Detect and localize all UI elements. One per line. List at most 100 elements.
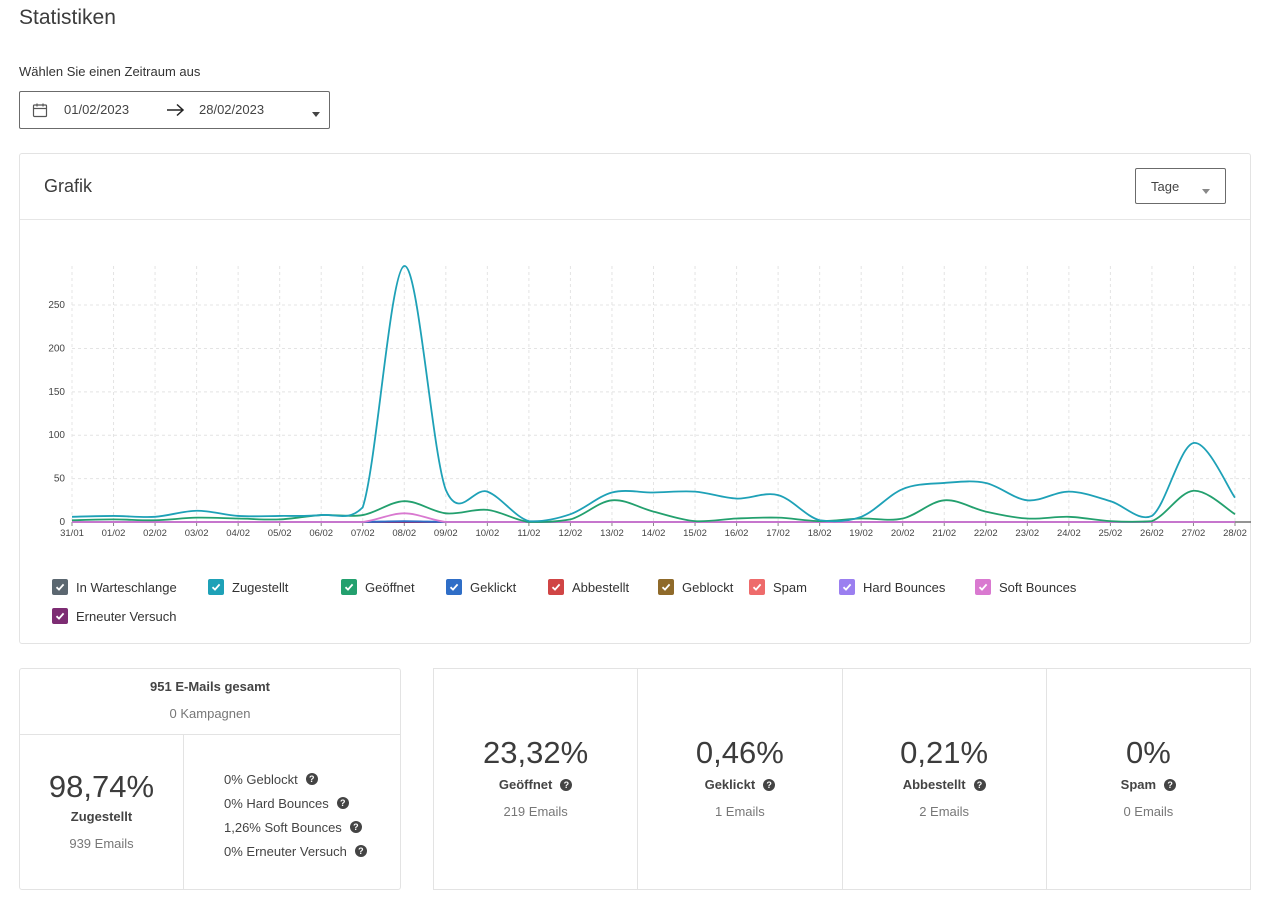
x-tick-label: 21/02 [932, 528, 956, 539]
legend-label: Geöffnet [365, 579, 415, 595]
x-tick-label: 09/02 [434, 528, 458, 539]
x-tick-label: 28/02 [1223, 528, 1247, 539]
x-tick-label: 10/02 [475, 528, 499, 539]
interval-select[interactable]: Tage [1135, 168, 1226, 204]
legend-item[interactable]: Geklickt [446, 578, 516, 596]
summary-header: 951 E-Mails gesamt 0 Kampagnen [20, 669, 400, 735]
date-range-picker[interactable]: 01/02/2023 28/02/2023 [19, 91, 330, 129]
legend-item[interactable]: Spam [749, 578, 807, 596]
x-tick-label: 06/02 [309, 528, 333, 539]
checkbox-checked-icon[interactable] [749, 579, 765, 595]
x-tick-label: 23/02 [1015, 528, 1039, 539]
start-date-input[interactable]: 01/02/2023 [64, 102, 130, 117]
summary-card: 951 E-Mails gesamt 0 Kampagnen 98,74% Zu… [19, 668, 401, 890]
x-tick-label: 24/02 [1057, 528, 1081, 539]
end-date-input[interactable]: 28/02/2023 [199, 102, 265, 117]
checkbox-checked-icon[interactable] [341, 579, 357, 595]
rate-label-row: Abbestellt? [843, 777, 1046, 792]
x-tick-label: 19/02 [849, 528, 873, 539]
rate-label: Spam [1120, 777, 1157, 792]
x-tick-label: 02/02 [143, 528, 167, 539]
y-tick-label: 50 [54, 474, 66, 485]
rate-label: Geöffnet [498, 777, 553, 792]
legend-label: Erneuter Versuch [76, 608, 177, 624]
x-tick-label: 20/02 [891, 528, 915, 539]
help-icon[interactable]: ? [973, 778, 986, 791]
rate-count: 0 Emails [1123, 804, 1174, 819]
calendar-icon [32, 102, 48, 121]
opened-rate-card: 23,32% Geöffnet? 219 Emails [433, 668, 639, 890]
x-tick-label: 11/02 [517, 528, 540, 539]
chevron-down-icon [1201, 183, 1211, 198]
x-tick-label: 03/02 [185, 528, 209, 539]
arrow-right-icon [166, 102, 186, 121]
x-tick-label: 15/02 [683, 528, 707, 539]
legend-item[interactable]: Soft Bounces [975, 578, 1076, 596]
x-tick-label: 05/02 [268, 528, 292, 539]
x-tick-label: 26/02 [1140, 528, 1164, 539]
unsubscribed-rate-card: 0,21% Abbestellt? 2 Emails [842, 668, 1047, 890]
checkbox-checked-icon[interactable] [52, 579, 68, 595]
x-tick-label: 08/02 [392, 528, 416, 539]
legend-item[interactable]: Abbestellt [548, 578, 629, 596]
bounce-breakdown: 0% Geblockt? 0% Hard Bounces? 1,26% Soft… [224, 767, 367, 863]
chevron-down-icon[interactable] [311, 106, 321, 121]
legend-item[interactable]: Geblockt [658, 578, 733, 596]
legend-item[interactable]: Geöffnet [341, 578, 415, 596]
checkbox-checked-icon[interactable] [446, 579, 462, 595]
legend-label: Zugestellt [232, 579, 289, 595]
series-line-ge-ffnet [71, 489, 1236, 523]
x-tick-label: 22/02 [974, 528, 998, 539]
checkbox-checked-icon[interactable] [52, 608, 68, 624]
legend-label: Spam [773, 579, 807, 595]
legend-label: Geblockt [682, 579, 734, 595]
legend-item[interactable]: In Warteschlange [52, 578, 177, 596]
chart-header: Grafik Tage [20, 154, 1250, 220]
help-icon[interactable]: ? [305, 773, 318, 785]
series-line-zugestellt [71, 265, 1236, 523]
help-icon[interactable]: ? [349, 821, 362, 833]
clicked-rate-card: 0,46% Geklickt? 1 Emails [638, 668, 843, 890]
series-line-soft-bounces [72, 512, 1235, 523]
y-tick-label: 200 [48, 343, 65, 354]
legend-item[interactable]: Erneuter Versuch [52, 607, 176, 625]
help-icon[interactable]: ? [336, 797, 349, 809]
delivered-count: 939 Emails [69, 836, 134, 851]
x-tick-label: 18/02 [808, 528, 832, 539]
help-icon[interactable]: ? [354, 845, 367, 857]
checkbox-checked-icon[interactable] [839, 579, 855, 595]
legend-label: Hard Bounces [863, 579, 946, 595]
rate-count: 1 Emails [714, 804, 765, 819]
rate-percentage: 23,32% [483, 735, 589, 770]
bounce-line: 0% Hard Bounces? [224, 791, 367, 815]
rate-count: 219 Emails [503, 804, 568, 819]
rate-label-row: Spam? [1047, 777, 1250, 792]
checkbox-checked-icon[interactable] [975, 579, 991, 595]
y-tick-label: 100 [48, 430, 65, 441]
interval-value: Tage [1151, 179, 1180, 194]
rate-percentage: 0,21% [900, 735, 989, 770]
legend-label: Soft Bounces [999, 579, 1077, 595]
delivered-metric: 98,74% Zugestellt 939 Emails [20, 735, 184, 889]
spam-rate-card: 0% Spam? 0 Emails [1046, 668, 1251, 890]
help-icon[interactable]: ? [763, 778, 776, 791]
legend-item[interactable]: Zugestellt [208, 578, 288, 596]
y-tick-label: 150 [48, 387, 65, 398]
bounce-line: 0% Geblockt? [224, 767, 367, 791]
delivered-label: Zugestellt [70, 809, 133, 824]
checkbox-checked-icon[interactable] [658, 579, 674, 595]
help-icon[interactable]: ? [560, 778, 573, 791]
rate-percentage: 0% [1125, 735, 1171, 770]
x-tick-label: 01/02 [102, 528, 126, 539]
rate-label-row: Geöffnet? [434, 777, 637, 792]
legend-item[interactable]: Hard Bounces [839, 578, 945, 596]
checkbox-checked-icon[interactable] [208, 579, 224, 595]
bounce-line: 1,26% Soft Bounces? [224, 815, 367, 839]
rate-percentage: 0,46% [695, 735, 784, 770]
bounce-text: 0% Hard Bounces [224, 795, 329, 811]
rate-label: Geklickt [704, 777, 756, 792]
help-icon[interactable]: ? [1164, 778, 1177, 791]
bounce-line: 0% Erneuter Versuch? [224, 839, 367, 863]
checkbox-checked-icon[interactable] [548, 579, 564, 595]
x-tick-label: 14/02 [642, 528, 666, 539]
